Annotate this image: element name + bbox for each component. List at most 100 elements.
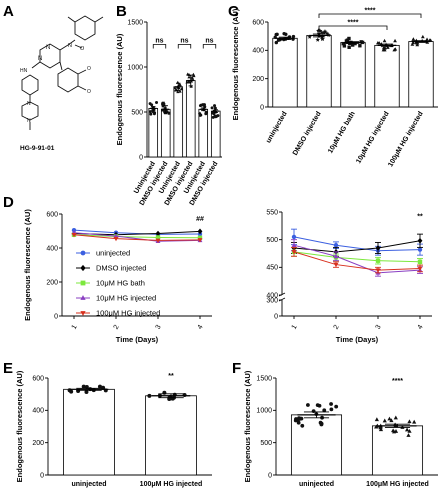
category-label: uninjected bbox=[299, 481, 334, 488]
annotation: ## bbox=[196, 216, 204, 223]
category-label: 10μM HG injected bbox=[355, 111, 390, 165]
legend-label: 10μM HG bath bbox=[96, 279, 145, 288]
y-tick-label: 550 bbox=[266, 209, 278, 216]
bar bbox=[306, 35, 332, 108]
category-label: 100μM HG injected bbox=[140, 481, 203, 488]
data-point bbox=[300, 423, 305, 428]
data-point bbox=[149, 112, 153, 116]
data-point bbox=[375, 423, 380, 428]
data-point bbox=[213, 104, 217, 108]
x-axis-label: Time (Days) bbox=[336, 335, 379, 344]
series-line bbox=[293, 244, 421, 274]
series-line bbox=[293, 251, 421, 271]
data-point bbox=[199, 103, 203, 107]
data-point bbox=[71, 232, 77, 238]
bar bbox=[272, 37, 298, 108]
data-point bbox=[393, 38, 397, 43]
y-tick-label: 300 bbox=[266, 297, 278, 304]
y-tick-label: 400 bbox=[252, 48, 264, 55]
y-tick-label: 400 bbox=[266, 292, 278, 299]
data-point bbox=[329, 407, 334, 412]
axis-break bbox=[278, 297, 286, 302]
data-point bbox=[410, 42, 415, 46]
chart-f: 0 500 1000 1500 Endogenous fluorescence (AU)… bbox=[243, 370, 438, 488]
data-point bbox=[148, 110, 152, 114]
data-point bbox=[389, 418, 394, 423]
data-point bbox=[296, 420, 301, 425]
y-axis-label: Endogenous fluorescence (AU) bbox=[243, 370, 252, 482]
data-point bbox=[155, 100, 159, 104]
data-point bbox=[187, 75, 191, 79]
significance-label: ns bbox=[155, 38, 163, 45]
series-line bbox=[73, 229, 201, 235]
svg-text:HN: HN bbox=[20, 68, 28, 74]
legend-label: uninjected bbox=[96, 249, 130, 258]
y-tick-label: 200 bbox=[252, 76, 264, 83]
annotation: ** bbox=[417, 214, 423, 221]
y-tick-label: 200 bbox=[46, 279, 58, 286]
data-point bbox=[318, 420, 323, 425]
data-point bbox=[155, 235, 161, 240]
y-tick-label: 500 bbox=[260, 440, 272, 447]
bar bbox=[145, 395, 197, 476]
x-tick-label: 3 bbox=[375, 324, 383, 331]
data-point bbox=[417, 237, 423, 244]
series-line bbox=[73, 232, 201, 242]
category-label: DMSO injected bbox=[292, 111, 323, 157]
y-tick-label: 0 bbox=[40, 472, 44, 479]
data-point bbox=[391, 428, 396, 433]
data-point bbox=[81, 384, 86, 389]
svg-text:N: N bbox=[68, 43, 72, 49]
data-point bbox=[163, 107, 167, 111]
compound-caption: HG-9-91-01 bbox=[20, 145, 55, 152]
y-axis-label: Endogenous fluorescence (AU) bbox=[115, 33, 124, 145]
series-line bbox=[73, 234, 201, 241]
data-point bbox=[177, 83, 182, 87]
significance-label: ns bbox=[205, 38, 213, 45]
data-point bbox=[315, 403, 320, 408]
data-point bbox=[347, 45, 351, 49]
y-tick-label: 1500 bbox=[256, 375, 272, 382]
significance-label: ns bbox=[180, 38, 188, 45]
x-tick-label: 2 bbox=[333, 324, 341, 331]
significance-bracket bbox=[152, 44, 167, 49]
data-point bbox=[204, 112, 208, 116]
panel-label-c: C bbox=[228, 3, 239, 20]
svg-text:N: N bbox=[46, 45, 50, 51]
significance-label: **** bbox=[365, 8, 376, 15]
data-point bbox=[291, 234, 297, 240]
data-point bbox=[425, 37, 429, 41]
data-point bbox=[311, 409, 316, 414]
data-point bbox=[333, 262, 339, 268]
y-tick-label: 500 bbox=[266, 237, 278, 244]
x-tick-label: 4 bbox=[417, 324, 425, 331]
data-point bbox=[333, 253, 339, 259]
data-point bbox=[197, 238, 203, 243]
bar bbox=[185, 80, 196, 158]
data-point bbox=[412, 419, 417, 424]
panel-label-a: A bbox=[3, 3, 14, 20]
svg-text:N: N bbox=[38, 56, 42, 62]
data-point bbox=[192, 74, 196, 78]
y-axis-label: Endogenous fluorescence (AU) bbox=[23, 209, 32, 321]
data-point bbox=[420, 34, 425, 39]
data-point bbox=[333, 243, 339, 248]
bar bbox=[148, 108, 159, 158]
data-point bbox=[375, 268, 381, 273]
y-tick-label: 0 bbox=[260, 104, 264, 111]
data-point bbox=[299, 416, 304, 421]
x-tick-label: 1 bbox=[291, 324, 299, 331]
data-point bbox=[316, 28, 321, 33]
data-point bbox=[147, 393, 152, 398]
data-point bbox=[162, 102, 166, 106]
y-axis-label: Endogenous fluorescence (AU) bbox=[231, 8, 240, 120]
svg-text:O: O bbox=[87, 66, 91, 72]
y-tick-label: 1000 bbox=[256, 408, 272, 415]
significance-label: **** bbox=[348, 20, 359, 27]
y-tick-label: 0 bbox=[139, 154, 143, 161]
data-point bbox=[407, 428, 412, 433]
data-point bbox=[282, 31, 286, 36]
